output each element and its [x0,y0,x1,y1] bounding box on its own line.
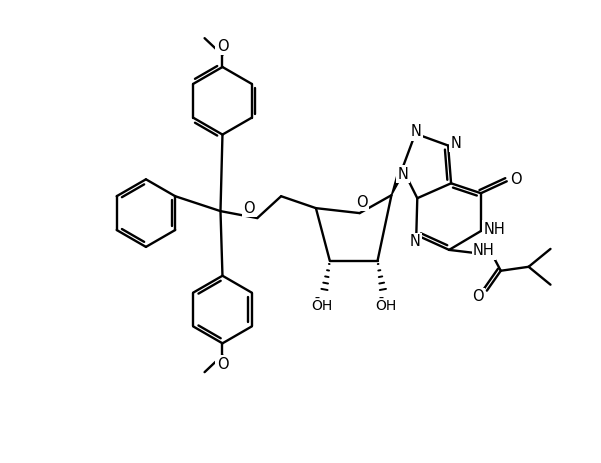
Text: N: N [451,136,462,151]
Text: NH: NH [484,221,505,237]
Polygon shape [391,167,406,195]
Text: O: O [510,172,522,187]
Text: O: O [472,289,484,304]
Text: NH: NH [473,244,495,258]
Text: O: O [216,357,228,372]
Text: N: N [410,234,421,250]
Text: O: O [243,200,255,216]
Text: ŌH: ŌH [375,299,396,313]
Text: O: O [216,38,228,54]
Text: N: N [411,124,422,139]
Text: ŌH: ŌH [311,299,332,313]
Text: O: O [356,194,367,210]
Text: N: N [398,167,409,182]
